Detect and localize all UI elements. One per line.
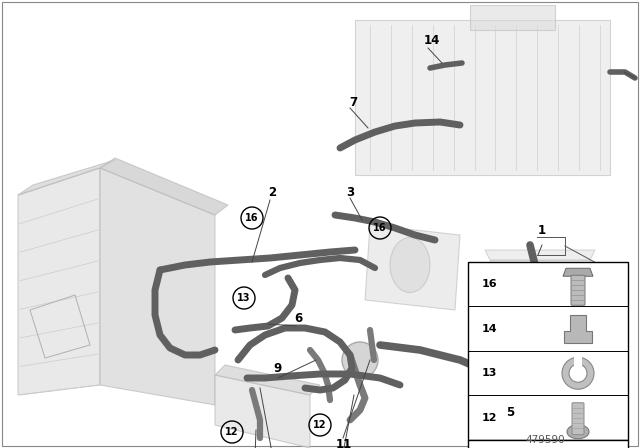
Polygon shape [563, 268, 593, 276]
FancyBboxPatch shape [468, 262, 628, 440]
Text: 1: 1 [538, 224, 546, 237]
Polygon shape [485, 250, 595, 260]
Ellipse shape [567, 425, 589, 439]
Text: 11: 11 [336, 439, 352, 448]
Ellipse shape [510, 277, 570, 353]
Polygon shape [564, 315, 592, 343]
Text: 6: 6 [294, 311, 302, 324]
Text: 12: 12 [225, 427, 239, 437]
Text: 479590: 479590 [525, 435, 565, 445]
Polygon shape [100, 158, 228, 215]
FancyBboxPatch shape [572, 403, 584, 435]
Text: 14: 14 [424, 34, 440, 47]
Text: 9: 9 [274, 362, 282, 375]
Text: 12: 12 [313, 420, 327, 430]
Text: 14: 14 [482, 324, 498, 334]
Text: 16: 16 [482, 279, 498, 289]
Circle shape [569, 364, 587, 382]
Text: 5: 5 [506, 405, 514, 418]
Text: 12: 12 [482, 413, 497, 423]
Text: 13: 13 [237, 293, 251, 303]
Polygon shape [574, 356, 582, 367]
Circle shape [562, 357, 594, 389]
Text: 2: 2 [268, 185, 276, 198]
Text: 16: 16 [373, 223, 387, 233]
Circle shape [342, 342, 378, 378]
Text: 3: 3 [346, 185, 354, 198]
Text: 16: 16 [245, 213, 259, 223]
Polygon shape [215, 365, 320, 395]
Polygon shape [100, 168, 215, 405]
Polygon shape [470, 5, 555, 30]
Polygon shape [490, 260, 590, 370]
FancyBboxPatch shape [468, 440, 628, 448]
Polygon shape [215, 375, 310, 448]
FancyBboxPatch shape [571, 275, 585, 305]
Polygon shape [18, 160, 115, 195]
Polygon shape [18, 168, 100, 395]
Polygon shape [355, 20, 610, 175]
Text: 13: 13 [482, 368, 497, 378]
Ellipse shape [390, 237, 430, 293]
Text: 7: 7 [349, 95, 357, 108]
Polygon shape [365, 225, 460, 310]
